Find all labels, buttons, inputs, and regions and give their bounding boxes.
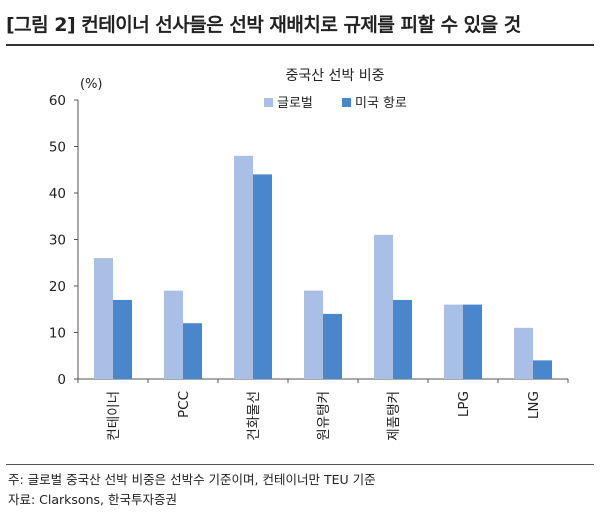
legend-swatch xyxy=(264,98,273,107)
legend-label: 글로벌 xyxy=(277,96,313,111)
bar-us-route xyxy=(253,174,272,379)
x-tick-label: 원유탱커 xyxy=(316,391,332,441)
legend-label: 미국 항로 xyxy=(355,96,407,111)
y-tick-label: 60 xyxy=(49,93,66,109)
bar-global xyxy=(374,234,393,379)
x-tick-label: PCC xyxy=(176,391,192,418)
x-tick-label: 제품탱커 xyxy=(386,391,402,441)
footer-divider xyxy=(6,464,594,465)
bar-global xyxy=(304,290,323,379)
legend-swatch xyxy=(342,98,351,107)
bar-global xyxy=(514,327,533,379)
bar-global xyxy=(164,290,183,379)
x-tick-label: LNG xyxy=(526,391,542,419)
y-unit-label: (%) xyxy=(80,77,103,92)
y-tick-label: 20 xyxy=(49,279,66,295)
y-tick-label: 40 xyxy=(49,186,66,202)
bar-us-route xyxy=(183,323,202,379)
x-tick-label: LPG xyxy=(456,391,472,417)
y-tick-label: 50 xyxy=(49,140,66,156)
bar-global xyxy=(94,258,113,379)
y-tick-label: 0 xyxy=(57,372,66,388)
footnotes: 주: 글로벌 중국산 선박 비중은 선박수 기준이며, 컨테이너만 TEU 기준… xyxy=(8,470,376,510)
bar-global xyxy=(234,155,253,379)
bar-us-route xyxy=(463,304,482,379)
source-text: 자료: Clarksons, 한국투자증권 xyxy=(8,492,177,507)
x-tick-label: 컨테이너 xyxy=(106,391,122,441)
title-divider xyxy=(6,44,594,46)
bar-us-route xyxy=(533,360,552,379)
bar-global xyxy=(444,304,463,379)
page-title: [그림 2] 컨테이너 선사들은 선박 재배치로 규제를 피할 수 있을 것 xyxy=(6,14,521,36)
y-tick-label: 10 xyxy=(49,326,66,342)
bar-us-route xyxy=(113,299,132,379)
y-tick-label: 30 xyxy=(49,233,66,249)
footnote-text: 주: 글로벌 중국산 선박 비중은 선박수 기준이며, 컨테이너만 TEU 기준 xyxy=(8,472,376,487)
x-tick-label: 건화물선 xyxy=(246,391,262,441)
bar-us-route xyxy=(393,299,412,379)
bar-us-route xyxy=(323,313,342,379)
chart-title: 중국산 선박 비중 xyxy=(285,68,384,84)
